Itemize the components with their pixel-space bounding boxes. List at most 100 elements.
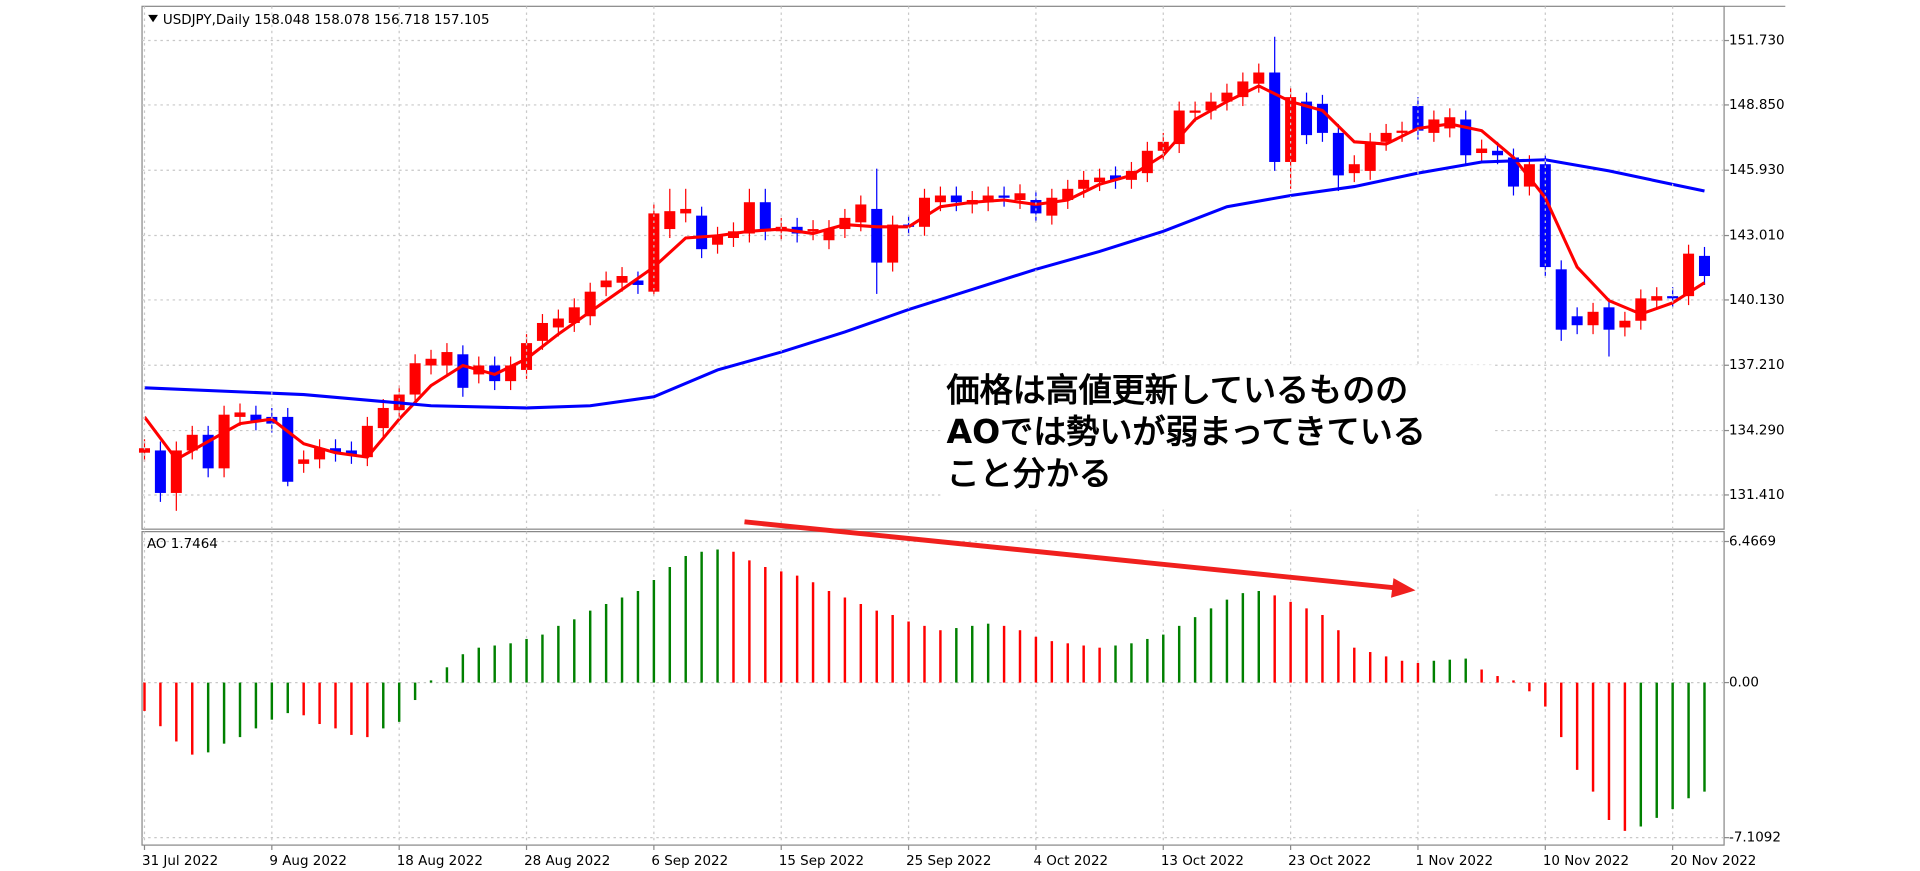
- candle-body: [600, 280, 612, 288]
- annotation-box: [940, 365, 1494, 510]
- y-tick-label: 131.410: [1729, 488, 1785, 503]
- x-tick-label: 18 Aug 2022: [397, 854, 483, 869]
- candle-body: [505, 365, 517, 382]
- candle-body: [1364, 141, 1376, 171]
- moving-average-line: [144, 158, 1705, 410]
- candle-body: [1332, 132, 1344, 176]
- candle-body: [1555, 269, 1567, 330]
- moving-average-line: [143, 84, 1706, 462]
- candle-body: [1046, 197, 1058, 216]
- candle-body: [441, 352, 453, 366]
- candle-body: [536, 322, 548, 341]
- candle-body: [218, 414, 230, 469]
- price-pane-frame: [141, 5, 1725, 530]
- candle-body: [1110, 175, 1122, 180]
- x-tick-label: 4 Oct 2022: [1033, 854, 1108, 869]
- y-tick-label: 6.4669: [1729, 535, 1776, 550]
- candle-body: [1062, 188, 1074, 200]
- y-tick-label: 151.730: [1729, 34, 1785, 49]
- candle-body: [345, 450, 357, 455]
- candle-body: [855, 204, 867, 223]
- candle-body: [138, 448, 150, 453]
- candle-body: [584, 291, 596, 317]
- candle-body: [1205, 101, 1217, 111]
- candle-body: [298, 459, 310, 464]
- arrow-head: [1391, 578, 1416, 598]
- candle-body: [1667, 296, 1679, 299]
- candle-body: [616, 276, 628, 283]
- candle-body: [743, 202, 755, 234]
- candle-body: [377, 407, 389, 429]
- candle-body: [632, 280, 644, 285]
- candle-body: [950, 195, 962, 203]
- candle-body: [457, 354, 469, 388]
- candle-body: [170, 450, 182, 493]
- candle-body: [807, 229, 819, 232]
- candle-body: [982, 195, 994, 203]
- x-tick-label: 28 Aug 2022: [524, 854, 610, 869]
- candle-body: [250, 414, 262, 422]
- candle-body: [409, 363, 421, 395]
- candle-body: [1316, 103, 1328, 133]
- candle-body: [1269, 72, 1281, 162]
- x-tick-label: 6 Sep 2022: [651, 854, 728, 869]
- candle-body: [712, 235, 724, 245]
- candle-body: [1587, 311, 1599, 326]
- candle-body: [1396, 130, 1408, 133]
- candle-body: [664, 211, 676, 230]
- candle-body: [1380, 132, 1392, 142]
- x-tick-label: 13 Oct 2022: [1161, 854, 1244, 869]
- ao-title: AO 1.7464: [147, 537, 218, 552]
- x-tick-label: 23 Oct 2022: [1288, 854, 1371, 869]
- x-tick-label: 1 Nov 2022: [1416, 854, 1494, 869]
- annotation-line: 価格は高値更新しているものの: [946, 371, 1409, 410]
- dropdown-icon: [148, 14, 158, 23]
- candle-body: [1157, 141, 1169, 151]
- candle-body: [202, 434, 214, 469]
- candle-body: [934, 195, 946, 203]
- y-tick-label: 143.010: [1729, 229, 1785, 244]
- x-tick-label: 15 Sep 2022: [779, 854, 864, 869]
- candle-body: [680, 208, 692, 214]
- y-tick-label: -7.1092: [1729, 831, 1781, 846]
- candle-body: [1651, 296, 1663, 301]
- candle-body: [1619, 320, 1631, 328]
- candle-body: [823, 229, 835, 241]
- candle-body: [1460, 119, 1472, 156]
- candle-body: [918, 197, 930, 227]
- candle-body: [154, 450, 166, 493]
- candle-body: [1492, 150, 1504, 156]
- candle-body: [1603, 307, 1615, 330]
- candle-body: [1189, 110, 1201, 113]
- trend-arrow: [744, 519, 1397, 591]
- candle-body: [1173, 110, 1185, 145]
- candle-body: [1476, 148, 1488, 154]
- candle-body: [1635, 298, 1647, 321]
- candle-body: [1078, 179, 1090, 189]
- chart-title: USDJPY,Daily 158.048 158.078 156.718 157…: [163, 13, 490, 28]
- candle-body: [696, 215, 708, 250]
- candle-body: [234, 412, 246, 417]
- candle-body: [425, 358, 437, 366]
- candle-body: [1348, 164, 1360, 174]
- candle-body: [330, 448, 342, 453]
- candle-body: [1237, 81, 1249, 98]
- candle-body: [871, 208, 883, 263]
- x-tick-label: 20 Nov 2022: [1670, 854, 1756, 869]
- x-tick-label: 9 Aug 2022: [269, 854, 347, 869]
- candle-body: [1683, 253, 1695, 297]
- candle-body: [1030, 199, 1042, 214]
- annotation-line: こと分かる: [947, 454, 1112, 493]
- candle-body: [887, 224, 899, 263]
- y-tick-label: 0.00: [1729, 676, 1759, 691]
- candle-body: [1507, 157, 1519, 187]
- y-tick-label: 137.210: [1729, 358, 1785, 373]
- y-tick-label: 134.290: [1729, 424, 1785, 439]
- candle-body: [998, 195, 1010, 198]
- candle-body: [1253, 72, 1265, 84]
- candle-body: [552, 318, 564, 328]
- candle-body: [759, 202, 771, 232]
- candle-body: [1094, 177, 1106, 183]
